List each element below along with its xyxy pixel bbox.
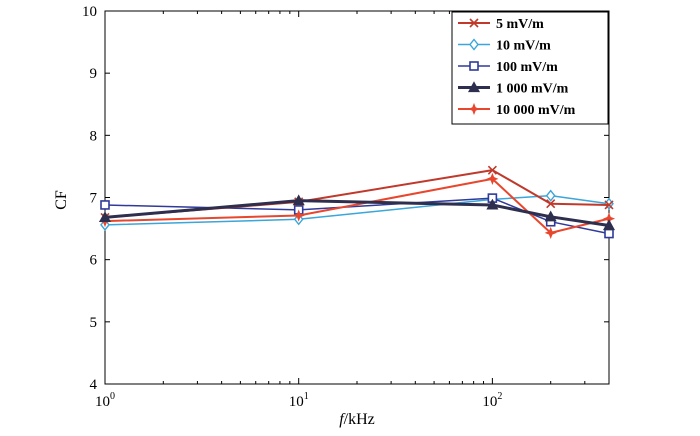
y-tick-label: 7 [90,191,98,207]
y-tick-label: 6 [90,253,98,269]
legend-marker [469,38,479,51]
y-tick-label: 9 [90,66,98,82]
x-tick-label: 101 [289,391,309,410]
data-point [604,200,614,210]
data-point [292,194,305,206]
series-4 [98,194,616,231]
data-point [100,200,110,210]
legend-item: 1 000 mV/m [458,81,569,97]
x-axis-label: f/kHz [339,411,375,428]
y-tick-label: 8 [90,128,98,144]
legend-label: 100 mV/m [496,60,558,75]
legend-label: 5 mV/m [496,17,544,32]
data-point [292,209,305,222]
legend-item: 10 000 mV/m [458,102,576,118]
y-tick-label: 10 [82,4,97,20]
legend-marker [467,81,481,93]
y-tick-label: 5 [90,315,98,331]
legend-label: 10 mV/m [496,39,551,54]
data-point [602,219,616,231]
legend-item: 5 mV/m [458,17,544,32]
y-tick-labels: 4 5 6 7 8 9 10 [82,4,98,393]
legend-items: 5 mV/m 10 mV/m 100 mV/m 1 000 mV/m 10 000 mV… [458,17,576,118]
legend-label: 10 000 mV/m [496,103,576,118]
data-point [545,189,556,202]
data-point [486,198,499,210]
y-tick-label: 4 [90,377,98,393]
y-axis-label: CF [53,190,70,210]
data-point [604,228,614,239]
legend-item: 100 mV/m [458,60,558,75]
legend-marker [469,61,479,71]
data-point [487,165,497,175]
legend-marker [467,102,481,116]
x-tick-labels: 100 101 102 [95,391,502,410]
data-point [544,210,557,222]
legend-label: 1 000 mV/m [496,82,569,97]
legend-item: 10 mV/m [458,38,551,54]
x-tick-label: 102 [482,391,502,410]
legend-marker [469,18,479,28]
legend: 5 mV/m 10 mV/m 100 mV/m 1 000 mV/m 10 000 mV… [451,11,609,125]
data-point [544,226,557,240]
x-tick-label: 100 [95,391,115,410]
data-point [98,211,112,222]
data-point [546,199,556,209]
data-point [486,172,499,186]
series-layer [98,165,616,240]
